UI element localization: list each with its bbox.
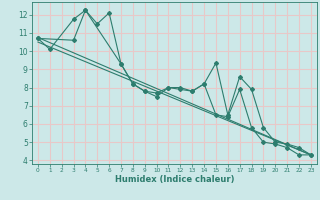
X-axis label: Humidex (Indice chaleur): Humidex (Indice chaleur) <box>115 175 234 184</box>
